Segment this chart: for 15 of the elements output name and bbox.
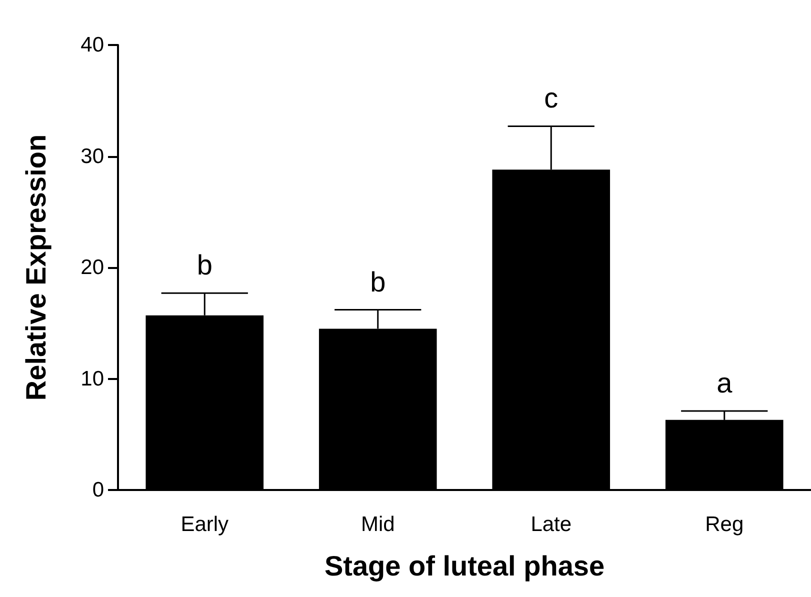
y-tick-label: 10 <box>80 367 104 390</box>
x-axis-title: Stage of luteal phase <box>324 550 605 582</box>
annotation: a <box>716 368 733 399</box>
y-tick-label: 40 <box>80 34 104 56</box>
annotation: b <box>196 250 212 281</box>
y-axis-title: Relative Expression <box>20 134 52 401</box>
x-tick-label: Mid <box>360 513 395 536</box>
y-tick-label: 30 <box>80 144 104 168</box>
x-tick-label: Reg <box>705 513 744 536</box>
x-tick-label: Late <box>530 513 572 536</box>
annotation: b <box>370 266 386 298</box>
y-tick-label: 0 <box>92 478 104 502</box>
x-tick-label: Early <box>180 513 230 536</box>
annotation: c <box>544 82 558 114</box>
y-tick-label: 20 <box>80 256 104 279</box>
